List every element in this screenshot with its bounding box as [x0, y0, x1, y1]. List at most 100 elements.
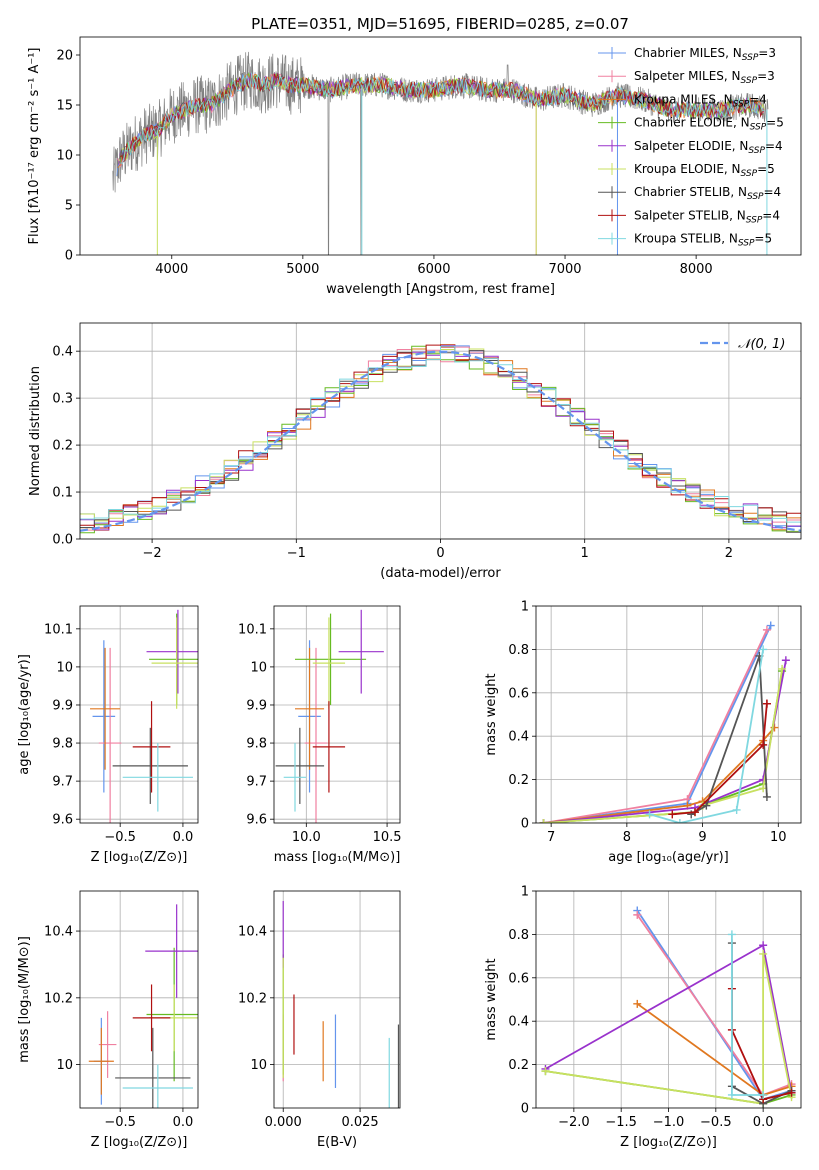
- data-point: [122, 743, 193, 812]
- legend-label: Chabrier STELIB, NSSP=4: [634, 185, 781, 202]
- data-point: [304, 647, 328, 823]
- y-tick-label: 0: [521, 817, 529, 832]
- x-axis-label: Z [log₁₀(Z/Z⊙)]: [91, 850, 188, 865]
- x-axis-label: E(B-V): [317, 1135, 357, 1150]
- weight-marker: [762, 699, 771, 708]
- x-tick-label: −0.5: [104, 1115, 136, 1130]
- weight-marker: [759, 941, 768, 950]
- data-point: [88, 1027, 114, 1095]
- y-tick-label: 9.8: [52, 737, 73, 752]
- weight-line: [636, 910, 792, 1101]
- x-tick-label: 2: [725, 546, 733, 561]
- data-point: [312, 701, 346, 793]
- legend-label: Kroupa MILES, NSSP=4: [634, 92, 767, 109]
- y-tick-label: 0.8: [508, 928, 529, 943]
- panel-age_vs_Z: −0.5 0.0 9.6 9.7 9.8 9.9 10 10.1 Z [log₁₀(Z/Z⊙)]…: [17, 605, 199, 865]
- x-axis-label: wavelength [Angstrom, rest frame]: [326, 282, 555, 297]
- figure-title: PLATE=0351, MJD=51695, FIBERID=0285, z=0…: [251, 15, 629, 33]
- panel-weight_vs_age: 7 8 9 10 0 0.2 0.4 0.6 0.8 1 age [log₁₀(age/yr)] ma…: [484, 600, 802, 865]
- data-point: [122, 1064, 193, 1108]
- data-point: [295, 613, 367, 705]
- y-axis-label: Normed distribution: [28, 366, 43, 496]
- weight-line: [672, 703, 768, 816]
- y-tick-label: 0.4: [508, 1015, 529, 1030]
- axes-frame: [273, 605, 401, 824]
- y-tick-label: 0: [521, 1102, 529, 1117]
- data-point: [90, 647, 121, 770]
- plot-area: [274, 891, 400, 1108]
- weight-marker: [675, 819, 684, 823]
- weight-line: [649, 649, 764, 823]
- y-axis-label: age [log₁₀(age/yr)]: [17, 654, 32, 775]
- weight-marker: [727, 930, 736, 939]
- weight-line: [690, 655, 768, 816]
- x-tick-label: 8: [623, 830, 631, 845]
- weight-marker: [539, 819, 548, 823]
- y-tick-label: 0.8: [508, 643, 529, 658]
- data-point: [132, 984, 171, 1052]
- y-axis-label: Flux [fλ10⁻¹⁷ erg cm⁻² s⁻¹ A⁻¹]: [27, 48, 42, 245]
- weight-line: [545, 953, 793, 1105]
- weight-marker: [766, 621, 775, 630]
- x-tick-label: 0.000: [265, 1115, 302, 1130]
- panel-mass_vs_EBV: 0.000 0.025 10 10.2 10.4 E(B-V): [238, 890, 401, 1150]
- plot-area: [80, 891, 198, 1108]
- panel-mass_vs_Z: −0.5 0.0 10 10.2 10.4 Z [log₁₀(Z/Z⊙)] mass [lo…: [17, 890, 199, 1150]
- y-tick-label: 0.6: [508, 971, 529, 986]
- x-tick-label: 5000: [286, 262, 319, 277]
- y-tick-label: 5: [65, 199, 73, 214]
- weight-marker: [762, 625, 771, 634]
- legend-label: 𝒩(0, 1): [738, 337, 785, 352]
- axes-frame: [535, 605, 802, 824]
- legend-label: Salpeter STELIB, NSSP=4: [634, 208, 780, 225]
- x-tick-label: 0.0: [173, 1115, 194, 1130]
- x-tick-label: −0.5: [104, 830, 136, 845]
- legend: Chabrier MILES, NSSP=3 Salpeter MILES, NS…: [598, 46, 784, 249]
- data-point: [295, 647, 325, 770]
- y-tick-label: 0.0: [52, 533, 73, 548]
- panel-weight_vs_Z: −2.0 −1.5 −1.0 −0.5 0.0 0 0.2 0.4 0.6 0.8 1 Z [log₁…: [484, 885, 802, 1150]
- y-tick-label: 0.2: [52, 439, 73, 454]
- weight-marker: [759, 1090, 768, 1099]
- weight-marker: [787, 1088, 796, 1097]
- y-tick-label: 0.1: [52, 486, 73, 501]
- panel-age_vs_mass: 10.0 10.5 9.6 9.7 9.8 9.9 10 10.1 mass [log₁₀(M/…: [238, 605, 402, 865]
- y-tick-label: 10: [250, 1058, 267, 1073]
- weight-marker: [633, 999, 642, 1008]
- y-tick-label: 20: [56, 49, 73, 64]
- data-point: [132, 701, 171, 793]
- axes-frame: [79, 605, 199, 824]
- y-tick-label: 0.2: [508, 1058, 529, 1073]
- y-tick-label: 9.9: [246, 698, 267, 713]
- x-tick-label: −1: [287, 546, 306, 561]
- data-point: [98, 647, 122, 823]
- y-tick-label: 0: [65, 249, 73, 264]
- y-tick-label: 10: [250, 660, 267, 675]
- axes-frame: [79, 890, 199, 1109]
- y-tick-label: 10.4: [238, 925, 267, 940]
- grid-lines: [274, 891, 400, 1108]
- weight-marker: [541, 1067, 550, 1076]
- y-tick-label: 0.4: [52, 345, 73, 360]
- panel-spectrum: 4000 5000 6000 7000 8000 0 5 10 15 20 wavelength […: [27, 36, 802, 297]
- weight-marker: [732, 805, 741, 814]
- x-tick-label: −1.0: [653, 1115, 685, 1130]
- grid-lines: [274, 606, 400, 823]
- x-tick-label: −0.5: [700, 1115, 732, 1130]
- plot-area: [536, 606, 801, 823]
- y-tick-label: 10.1: [238, 622, 267, 637]
- y-tick-label: 0.2: [508, 773, 529, 788]
- weight-marker: [702, 801, 711, 810]
- y-axis-label: mass [log₁₀(M/M⊙)]: [17, 936, 32, 1063]
- data-point: [145, 904, 198, 998]
- x-tick-label: 7000: [548, 262, 581, 277]
- legend-label: Chabrier ELODIE, NSSP=5: [634, 116, 784, 133]
- weight-marker: [645, 810, 654, 819]
- weight-line: [636, 1003, 792, 1096]
- y-tick-label: 15: [56, 99, 73, 114]
- weight-marker: [759, 949, 768, 958]
- x-tick-label: 10.0: [292, 830, 321, 845]
- legend-label: Kroupa ELODIE, NSSP=5: [634, 162, 775, 179]
- y-tick-label: 9.7: [52, 775, 73, 790]
